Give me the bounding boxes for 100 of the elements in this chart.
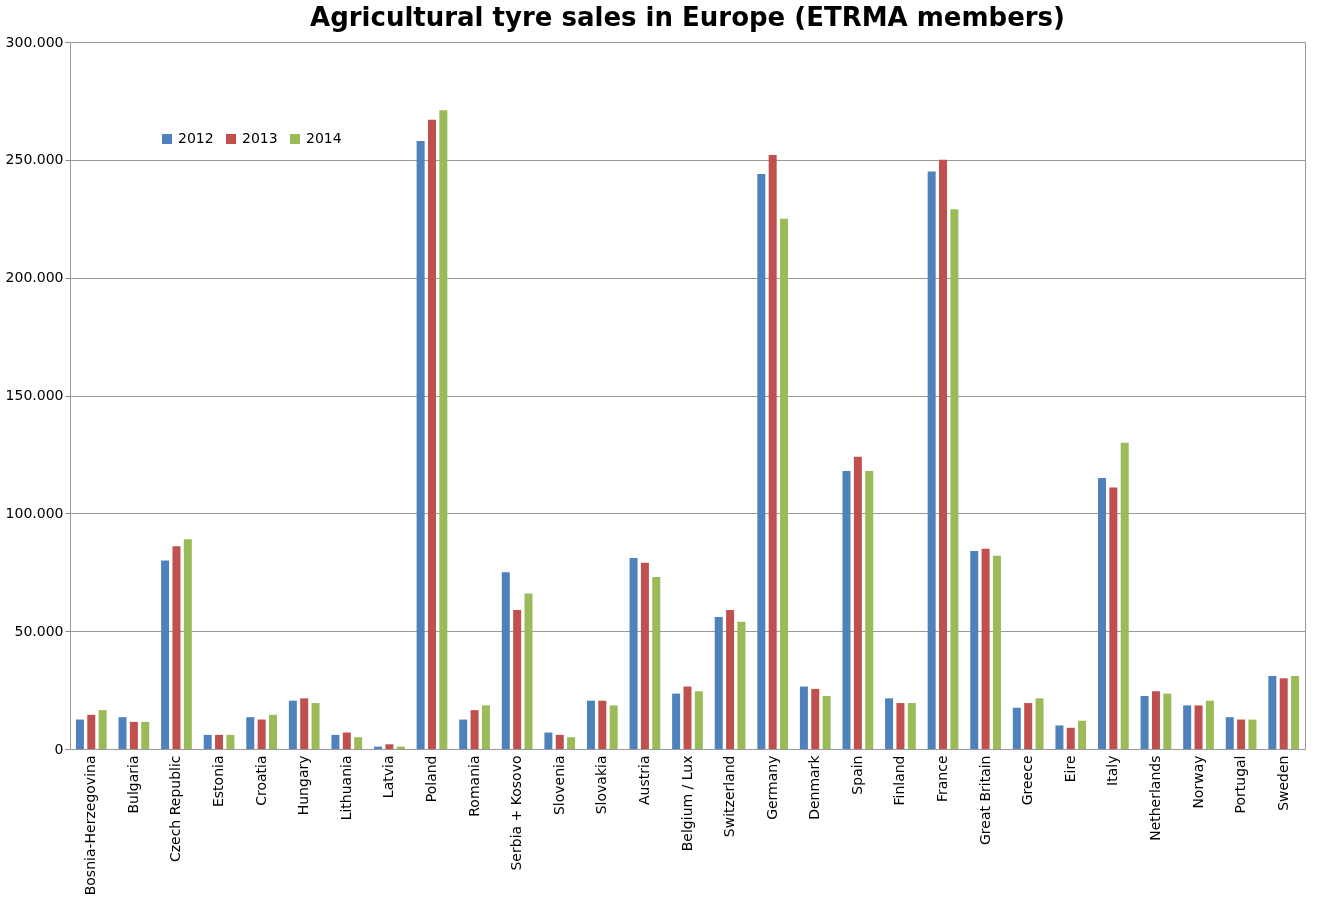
bar [470,710,479,749]
x-tick-label: Germany [763,755,780,820]
chart-title: Agricultural tyre sales in Europe (ETRMA members) [310,2,1065,32]
bar [87,714,96,749]
bar [672,693,681,749]
y-tick-label: 100.000 [5,504,64,521]
bar [1024,703,1033,749]
bar [939,159,948,749]
bar [1066,727,1075,749]
bar [1248,719,1257,749]
x-tick-label: Slovenia [550,755,567,816]
bar [799,686,808,749]
x-tick-label: Switzerland [721,755,738,838]
bar [907,703,916,749]
bar [427,119,436,749]
bar [172,546,181,749]
x-tick-label: Croatia [252,755,269,806]
legend-label: 2013 [242,130,278,146]
x-tick-label: Italy [1104,755,1121,786]
legend-label: 2012 [178,130,214,146]
bar [268,714,277,749]
bar [1225,717,1234,749]
bar [811,688,820,749]
bar [780,218,789,749]
bar [544,732,553,749]
y-tick-label: 250.000 [5,151,64,168]
bar [694,691,703,749]
legend-label: 2014 [306,130,342,146]
bar [226,734,235,749]
x-tick-label: Poland [422,755,439,803]
bar [257,719,266,749]
bar [586,700,595,749]
y-tick-label: 0 [54,740,64,757]
bar [981,548,990,749]
x-tick-label: Eire [1061,755,1078,783]
x-tick-label: Norway [1189,755,1206,809]
x-tick-label: Romania [465,755,482,817]
x-tick-label: Slovakia [593,755,610,815]
bar [950,209,959,749]
bar [385,744,394,749]
bar [1078,720,1087,749]
x-tick-label: Greece [1019,755,1036,806]
bar [683,686,692,749]
x-tick-label: Hungary [295,755,312,816]
bar [1268,675,1277,749]
bar [439,110,448,749]
y-tick-label: 50.000 [14,622,64,639]
bar [609,705,618,749]
bar [629,558,638,749]
bar [1205,700,1214,749]
bar [1183,705,1192,749]
bar [737,621,746,749]
bar [992,555,1001,749]
bar [652,576,661,749]
x-tick-label: France [934,755,951,803]
bar [885,698,894,749]
x-tick-label: Spain [848,755,865,795]
bar [842,470,851,749]
bar [768,155,777,749]
bar [203,734,212,749]
bar [853,456,862,749]
bar [354,737,363,749]
y-tick-label: 200.000 [5,269,64,286]
bar [1140,695,1149,749]
x-tick-label: Belgium / Lux [678,755,695,852]
bar [970,551,979,749]
bar [246,717,255,749]
x-tick-label: Bulgaria [124,755,141,814]
bar [1035,698,1044,749]
bar [98,710,107,749]
bar [1237,719,1246,749]
bar [311,703,320,749]
x-tick-label: Austria [635,755,652,805]
x-tick-label: Serbia + Kosovo [508,755,525,871]
y-tick-label: 300.000 [5,33,64,50]
bar [640,562,649,749]
x-tick-label: Czech Republic [167,755,184,863]
bar [183,539,192,749]
bar [598,700,607,749]
bar [865,470,874,749]
bar [1120,442,1129,749]
x-tick-label: Lithuania [337,755,354,821]
bar [1098,477,1107,749]
x-tick-label: Denmark [806,754,823,820]
bar [215,734,224,749]
bar [567,737,576,749]
bar [300,698,309,749]
bar [118,717,127,749]
bar [331,734,340,749]
bar [161,560,170,749]
bar [555,734,564,749]
bar [501,572,510,749]
x-tick-label: Portugal [1232,755,1249,814]
bar [524,593,533,749]
bar [342,732,351,749]
bar [896,703,905,749]
bar [1012,707,1021,749]
bar [288,700,297,749]
bar [1151,691,1160,749]
bar [1163,693,1172,749]
